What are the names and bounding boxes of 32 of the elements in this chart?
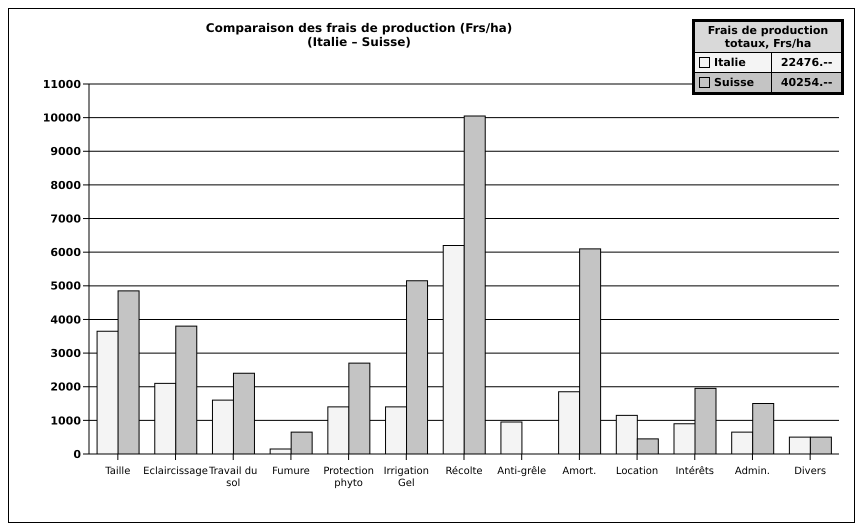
x-tick-label: Divers (794, 466, 826, 477)
x-tick-label: Taille (104, 466, 130, 477)
x-tick-label: Travail du sol (208, 466, 258, 489)
x-tick-label: Intérêts (675, 466, 714, 477)
x-tick-label: Location (616, 466, 658, 477)
y-tick-label: 0 (73, 448, 82, 461)
y-tick-label: 1000 (50, 414, 82, 428)
y-tick-label: 7000 (50, 212, 82, 226)
x-tick-label: Récolte (445, 466, 483, 477)
chart-subtitle: (Italie – Suisse) (306, 35, 412, 49)
x-tick-label: Irrigation Gel (384, 466, 430, 489)
y-tick-label: 4000 (50, 313, 82, 326)
text: 22476.-- (772, 52, 842, 72)
legend-title: Frais de production totaux, Frs/ha (694, 20, 842, 52)
y-tick-label: 9000 (50, 145, 82, 158)
x-tick-label: Eclaircissage (143, 466, 208, 477)
y-tick-label: 6000 (50, 246, 82, 260)
y-tick-label: 11000 (42, 78, 82, 91)
x-tick-label: Protection phyto (323, 466, 374, 489)
x-tick-label: Fumure (272, 466, 310, 477)
x-tick-label: Anti-grêle (497, 466, 546, 477)
x-tick-label: Amort. (562, 466, 596, 477)
y-tick-label: 3000 (50, 346, 82, 360)
y-tick-label: 10000 (42, 112, 82, 125)
annotation: 40254.-- (772, 72, 842, 94)
y-tick-label: 5000 (50, 280, 82, 293)
x-tick-label: Admin. (734, 466, 770, 477)
legend-label: Suisse (714, 76, 754, 89)
legend-label: Italie (714, 56, 746, 69)
y-tick-label: 8000 (50, 178, 82, 192)
chart-title: Comparaison des frais de production (Frs/ha) (204, 21, 514, 35)
y-tick-label: 2000 (50, 380, 82, 394)
